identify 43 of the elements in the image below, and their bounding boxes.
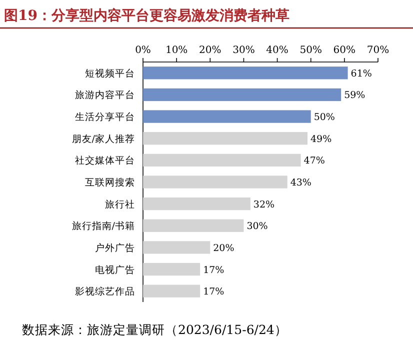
y-tick-label: 社交媒体平台 bbox=[75, 154, 135, 167]
bar bbox=[143, 176, 288, 188]
x-tick-label: 0% bbox=[135, 45, 151, 56]
data-label: 47% bbox=[304, 156, 325, 167]
data-label: 30% bbox=[246, 221, 268, 232]
bar bbox=[143, 110, 311, 123]
data-label: 59% bbox=[344, 90, 366, 102]
data-label: 17% bbox=[203, 286, 224, 298]
y-tick-label: 影视综艺作品 bbox=[75, 286, 135, 298]
chart-title: 图19：分享型内容平台更容易激发消费者种草 bbox=[4, 7, 290, 24]
bar bbox=[143, 219, 244, 232]
y-tick-label: 朋友/家人推荐 bbox=[72, 132, 135, 145]
y-tick-label: 户外广告 bbox=[95, 242, 135, 254]
data-label: 20% bbox=[213, 242, 234, 254]
x-tick-label: 10% bbox=[165, 45, 188, 56]
bar bbox=[143, 88, 342, 102]
bar bbox=[143, 66, 348, 80]
bar bbox=[143, 241, 210, 254]
x-tick-label: 50% bbox=[300, 45, 322, 56]
y-tick-label: 旅行指南/书籍 bbox=[72, 220, 135, 232]
bar bbox=[143, 284, 200, 298]
data-label: 43% bbox=[290, 178, 312, 188]
y-tick-label: 互联网搜索 bbox=[85, 176, 135, 188]
x-tick-label: 40% bbox=[266, 45, 288, 56]
bar bbox=[143, 132, 308, 145]
data-label: 61% bbox=[350, 68, 372, 80]
data-label: 32% bbox=[253, 199, 275, 210]
y-tick-label: 电视广告 bbox=[95, 264, 135, 276]
y-tick-label: 旅行社 bbox=[105, 198, 135, 210]
source-note: 数据来源：旅游定量调研（2023/6/15-6/24） bbox=[22, 322, 288, 337]
y-tick-label: 旅游内容平台 bbox=[75, 89, 135, 102]
y-tick-label: 短视频平台 bbox=[85, 67, 135, 80]
data-label: 49% bbox=[310, 134, 332, 145]
bar bbox=[143, 197, 250, 210]
bar bbox=[143, 262, 200, 276]
data-label: 17% bbox=[203, 264, 224, 276]
data-label: 50% bbox=[314, 112, 335, 124]
bar bbox=[143, 154, 301, 167]
x-tick-label: 30% bbox=[232, 45, 255, 56]
x-tick-label: 20% bbox=[199, 45, 222, 56]
x-tick-label: 60% bbox=[333, 45, 356, 56]
y-tick-label: 生活分享平台 bbox=[75, 111, 135, 124]
x-tick-label: 70% bbox=[366, 45, 390, 56]
